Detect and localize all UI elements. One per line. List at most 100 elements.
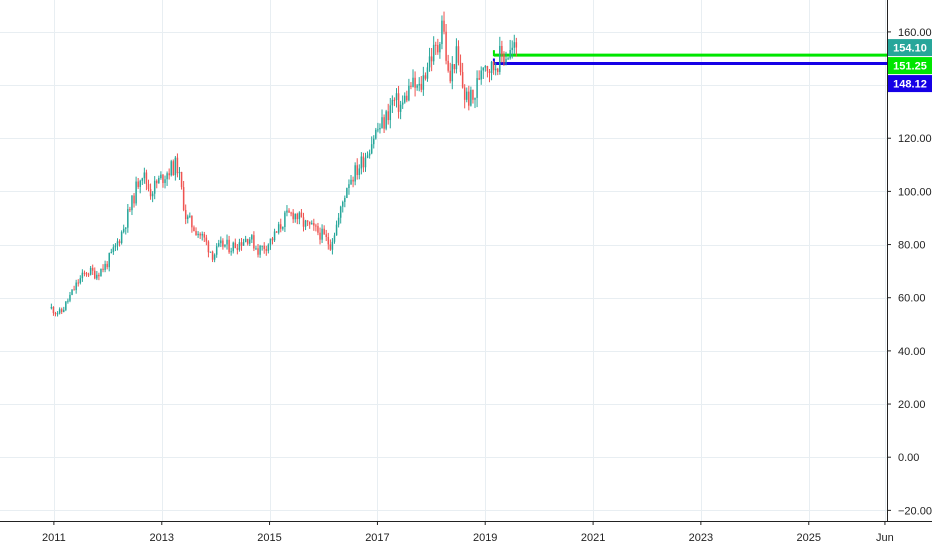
candle-body	[139, 180, 141, 187]
candle-body	[449, 70, 451, 82]
candle-body	[342, 201, 344, 207]
candle-body	[60, 309, 63, 312]
candle-body	[286, 210, 288, 213]
candle-body	[193, 227, 195, 232]
price-tick-label: 100.00	[898, 186, 932, 198]
candle-body	[160, 174, 162, 179]
candle-body	[81, 272, 84, 279]
candle-body	[468, 91, 470, 106]
candle-body	[215, 246, 218, 255]
time-axis[interactable]: 2011 2013 2015 2017 2019 2021 2023 2025 Jun	[42, 521, 894, 544]
candle-body	[447, 60, 449, 71]
candle-body	[242, 242, 245, 246]
candle-body	[311, 223, 313, 225]
candle-body	[426, 67, 429, 79]
candle-body	[455, 46, 458, 70]
candle-body	[232, 242, 234, 252]
candle-body	[143, 172, 146, 179]
candle-body	[496, 68, 499, 72]
candle-body	[507, 58, 509, 60]
candle-body	[273, 231, 276, 241]
candle-body	[399, 104, 402, 112]
price-badge	[888, 39, 932, 57]
grid	[0, 0, 887, 521]
candle-body	[108, 253, 110, 268]
candle-body	[424, 75, 427, 79]
candle-body	[277, 224, 280, 233]
candle-body	[511, 47, 513, 51]
candle-body	[352, 179, 354, 182]
candle-body	[234, 242, 237, 249]
candle-body	[360, 156, 363, 169]
candle-body	[251, 235, 253, 240]
candle-body	[213, 254, 216, 260]
time-tick-label: 2023	[689, 532, 713, 544]
price-badge-label: 148.12	[893, 79, 927, 91]
candle-body	[106, 263, 108, 268]
candle-body	[184, 210, 187, 220]
candle-body	[470, 89, 472, 106]
candle-body	[63, 309, 65, 312]
candle-body	[269, 238, 272, 245]
time-tick-label: 2019	[473, 532, 497, 544]
candle-body	[356, 165, 358, 175]
candle-body	[313, 223, 315, 226]
candle-body	[127, 209, 129, 228]
candle-body	[379, 127, 381, 130]
candle-body	[284, 212, 286, 227]
candle-body	[406, 95, 408, 101]
candle-body	[52, 307, 55, 314]
candle-body	[120, 231, 123, 243]
candle-body	[114, 245, 117, 248]
candle-body	[404, 95, 406, 103]
time-tick-label: 2013	[150, 532, 174, 544]
candle-body	[430, 56, 433, 62]
time-tick-label: 2021	[581, 532, 605, 544]
price-badge-label: 151.25	[893, 61, 927, 73]
candle-body	[439, 44, 441, 53]
candle-body	[335, 224, 338, 236]
candle-body	[472, 89, 474, 100]
candle-body	[220, 240, 222, 244]
candle-body	[412, 77, 414, 87]
candle-body	[218, 243, 220, 247]
candle-body	[459, 62, 462, 73]
candle-body	[87, 274, 90, 276]
candle-body	[490, 61, 493, 73]
candle-body	[158, 178, 160, 184]
candle-body	[166, 173, 168, 180]
candle-body	[249, 239, 251, 244]
candle-body	[69, 294, 71, 301]
candle-body	[197, 233, 199, 236]
candle-body	[501, 45, 503, 55]
candle-body	[275, 231, 278, 233]
candle-body	[463, 87, 466, 100]
candle-body	[265, 249, 268, 251]
candle-body	[240, 242, 243, 246]
candle-body	[461, 72, 464, 88]
price-axis[interactable]: 160.00140.00120.00100.0080.0060.0040.002…	[887, 27, 932, 517]
candle-body	[104, 263, 106, 270]
candle-body	[337, 217, 340, 225]
time-tick-label: 2025	[797, 532, 821, 544]
candle-body	[191, 215, 193, 228]
candle-body	[255, 248, 257, 250]
time-tick-label: 2011	[42, 532, 66, 544]
candle-body	[331, 241, 334, 250]
candle-body	[317, 226, 319, 233]
candle-body	[480, 70, 482, 80]
candle-body	[174, 157, 177, 176]
candle-body	[478, 78, 480, 80]
candle-body	[401, 102, 404, 105]
candle-body	[118, 241, 121, 243]
price-badge	[888, 75, 932, 93]
candle-body	[414, 77, 416, 88]
candle-body	[259, 245, 261, 255]
candle-body	[228, 239, 230, 253]
candle-body	[474, 97, 476, 100]
candle-body	[482, 67, 485, 71]
candle-body	[327, 237, 330, 245]
price-tick-label: 60.00	[898, 293, 926, 305]
price-tick-label: −20.00	[898, 505, 932, 517]
